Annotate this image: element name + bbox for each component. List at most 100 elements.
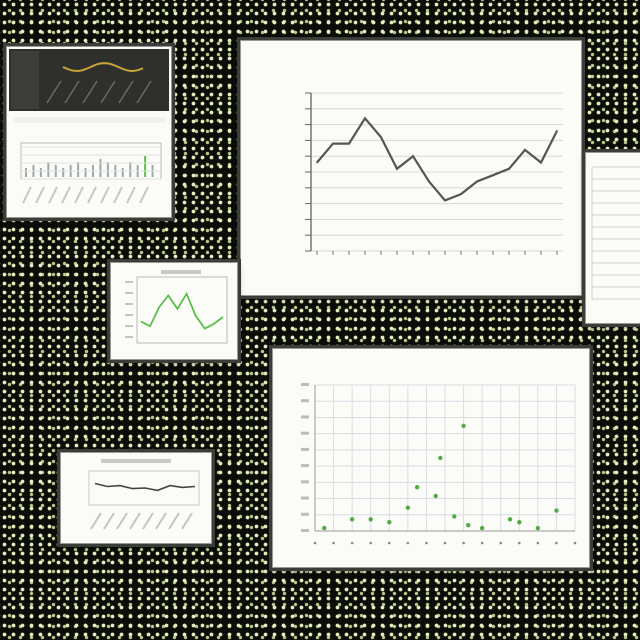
bar-plot-frame bbox=[20, 142, 162, 180]
scatter-grid bbox=[314, 384, 576, 532]
x-tick-mark bbox=[350, 541, 354, 545]
data-point bbox=[556, 130, 558, 132]
y-tick-mark bbox=[301, 415, 309, 419]
bar-label-stroke bbox=[61, 186, 71, 204]
y-tick-mark bbox=[301, 431, 309, 435]
x-label-stroke bbox=[181, 512, 193, 530]
x-label-stroke bbox=[103, 512, 115, 530]
y-tick-mark bbox=[301, 529, 309, 532]
small-line-card[interactable] bbox=[60, 452, 212, 544]
data-point bbox=[348, 142, 350, 145]
x-tick-mark bbox=[313, 541, 317, 545]
data-point bbox=[396, 168, 398, 170]
x-label-stroke bbox=[116, 512, 128, 530]
data-point bbox=[380, 136, 382, 139]
dark-panel-stroke bbox=[100, 80, 116, 104]
y-tick-mark bbox=[125, 314, 133, 316]
table-card[interactable] bbox=[585, 152, 640, 324]
y-tick-mark bbox=[301, 383, 309, 386]
small-line-series bbox=[94, 482, 196, 492]
bar bbox=[25, 168, 27, 177]
x-tick-mark bbox=[387, 541, 391, 545]
green-line-series bbox=[140, 291, 224, 330]
series-line bbox=[316, 116, 558, 202]
bar-label-stroke bbox=[113, 186, 123, 204]
x-label-stroke bbox=[129, 512, 141, 530]
data-point bbox=[444, 199, 446, 202]
bar bbox=[47, 162, 50, 177]
small-chart-frame bbox=[88, 470, 200, 506]
scatter-point bbox=[554, 508, 559, 513]
scatter-point bbox=[405, 505, 411, 510]
scatter-point bbox=[387, 520, 392, 525]
bar-label-stroke bbox=[48, 186, 58, 204]
scatter-point bbox=[433, 493, 438, 499]
y-tick-mark bbox=[301, 496, 309, 500]
bar-label-stroke bbox=[87, 186, 97, 204]
dashboard-thumbnail-card[interactable] bbox=[6, 46, 172, 218]
green-chart-frame bbox=[136, 276, 228, 344]
y-tick-mark bbox=[125, 336, 133, 338]
scatter-chart-card[interactable] bbox=[272, 348, 590, 568]
dashboard-thumbnail bbox=[9, 49, 169, 204]
dark-panel-stroke bbox=[64, 80, 80, 104]
small-line-chart bbox=[88, 459, 200, 530]
bar bbox=[99, 159, 102, 177]
green-chart-ticks bbox=[125, 281, 133, 338]
bar-series bbox=[21, 146, 161, 204]
scatter-point bbox=[517, 520, 522, 525]
data-point bbox=[524, 149, 526, 151]
dark-panel-stroke bbox=[46, 80, 62, 104]
dark-panel-lines bbox=[46, 80, 152, 104]
line-series bbox=[316, 116, 558, 202]
x-tick-mark bbox=[536, 541, 540, 545]
y-axis-ticks bbox=[305, 92, 311, 252]
scatter-x-ticks bbox=[313, 541, 577, 545]
table-thumbnail bbox=[591, 166, 640, 300]
x-tick-mark bbox=[555, 541, 558, 545]
dark-panel-stroke bbox=[136, 80, 152, 104]
x-tick-mark bbox=[573, 541, 577, 545]
green-line-card[interactable] bbox=[110, 262, 238, 360]
bar-label-stroke bbox=[35, 186, 45, 204]
x-tick-mark bbox=[480, 541, 484, 545]
bar bbox=[77, 162, 80, 177]
y-tick-mark bbox=[125, 281, 133, 283]
scatter-point bbox=[452, 514, 457, 519]
x-label-stroke bbox=[155, 512, 167, 530]
x-label-stroke bbox=[168, 512, 180, 530]
y-tick-mark bbox=[301, 399, 309, 403]
bar-label-stroke bbox=[22, 186, 32, 204]
x-label-stroke bbox=[90, 512, 102, 530]
data-point bbox=[412, 155, 414, 157]
small-chart-title-bar bbox=[101, 459, 171, 463]
x-tick-mark bbox=[369, 541, 373, 545]
data-point bbox=[316, 161, 318, 164]
line-chart bbox=[305, 92, 563, 255]
green-line-chart bbox=[125, 270, 228, 344]
x-tick-mark bbox=[406, 541, 410, 545]
data-point bbox=[428, 180, 430, 183]
y-tick-mark bbox=[301, 480, 309, 484]
bar bbox=[144, 156, 147, 177]
x-tick-mark bbox=[499, 541, 503, 545]
panel-heading-bar bbox=[13, 117, 165, 123]
data-point bbox=[492, 174, 494, 176]
line-chart-card[interactable] bbox=[240, 40, 582, 296]
y-tick-mark bbox=[125, 325, 133, 327]
data-point bbox=[332, 142, 334, 145]
bar bbox=[84, 168, 87, 177]
scatter-point bbox=[507, 517, 513, 522]
dark-panel-stroke bbox=[82, 80, 98, 104]
x-tick-mark bbox=[462, 541, 465, 545]
scatter-point bbox=[414, 485, 420, 490]
small-chart-x-labels bbox=[90, 512, 193, 530]
bar bbox=[39, 168, 42, 177]
x-tick-mark bbox=[425, 541, 428, 545]
x-tick-mark bbox=[517, 541, 521, 545]
data-point bbox=[460, 193, 462, 195]
y-tick-mark bbox=[125, 303, 133, 305]
x-axis-labels bbox=[316, 251, 558, 255]
scatter-points bbox=[322, 423, 559, 531]
scatter-point bbox=[466, 522, 471, 528]
